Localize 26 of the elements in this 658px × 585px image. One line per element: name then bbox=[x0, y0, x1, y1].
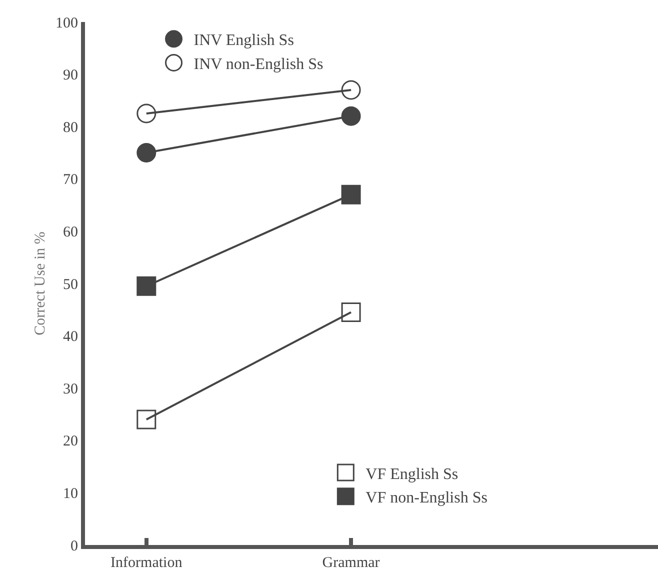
y-tick-label: 40 bbox=[63, 329, 78, 346]
legend-label: VF non-English Ss bbox=[366, 490, 488, 507]
point bbox=[136, 276, 156, 296]
point bbox=[136, 410, 156, 430]
point bbox=[341, 106, 361, 126]
legend-label: INV English Ss bbox=[194, 32, 294, 50]
y-axis-title: Correct Use in % bbox=[32, 232, 48, 336]
legend-label: VF English Ss bbox=[366, 466, 458, 483]
y-tick-label: 0 bbox=[70, 538, 78, 554]
y-tick-label: 30 bbox=[63, 381, 78, 398]
y-tick-label: 80 bbox=[63, 120, 78, 136]
y-tick-label: 10 bbox=[63, 486, 78, 502]
y-tick-label: 60 bbox=[63, 224, 78, 240]
y-tick-label: 20 bbox=[63, 434, 78, 450]
y-tick-label: 50 bbox=[63, 276, 78, 293]
y-tick-label: 70 bbox=[63, 172, 78, 188]
legend-label: INV non-English Ss bbox=[194, 56, 324, 73]
point bbox=[136, 143, 156, 162]
x-tick-label: Grammar bbox=[322, 555, 380, 571]
y-tick-label: 100 bbox=[56, 15, 78, 32]
point bbox=[341, 184, 361, 204]
point bbox=[136, 104, 156, 124]
x-tick-label: Information bbox=[110, 555, 183, 571]
point bbox=[341, 302, 361, 322]
point bbox=[341, 80, 361, 100]
y-tick-label: 90 bbox=[63, 68, 78, 84]
